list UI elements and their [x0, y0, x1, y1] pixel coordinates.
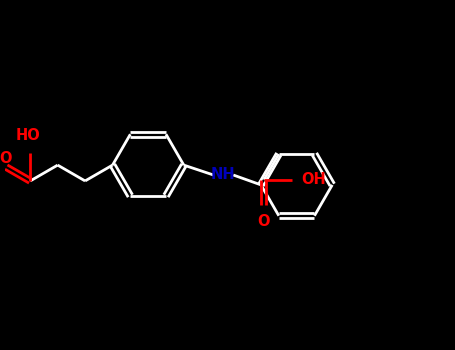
Text: O: O: [0, 150, 11, 166]
Text: NH: NH: [211, 167, 236, 182]
Text: O: O: [258, 215, 270, 229]
Text: OH: OH: [302, 172, 326, 187]
Text: HO: HO: [16, 128, 40, 143]
